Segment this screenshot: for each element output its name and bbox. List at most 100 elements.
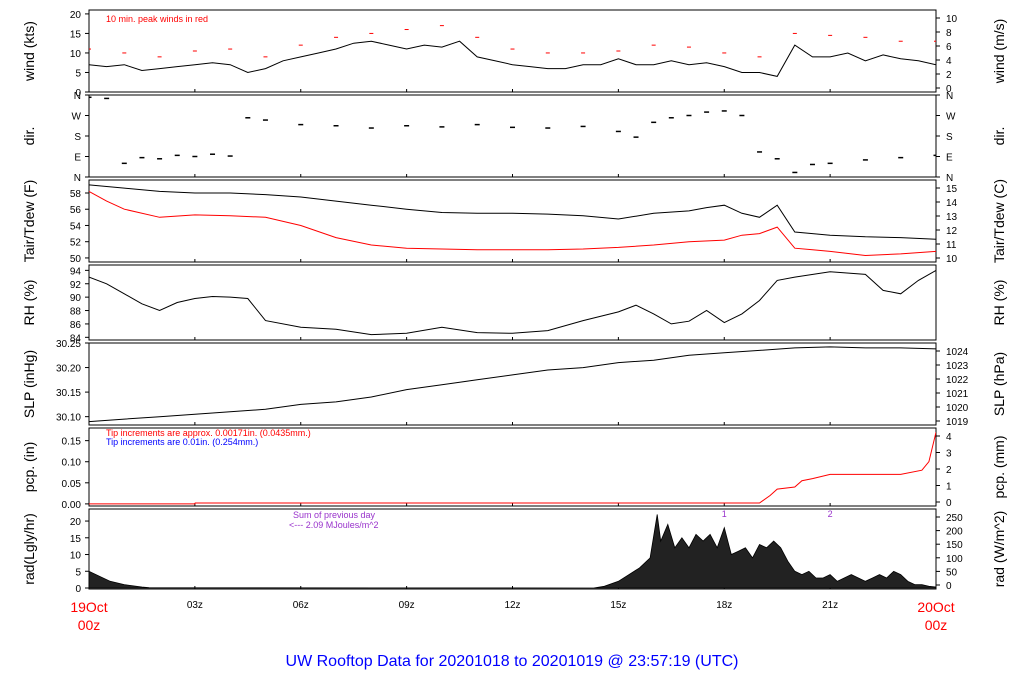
ytick-label-temp: 56 (70, 205, 82, 216)
ytick-right-label-pcp: 3 (946, 449, 952, 460)
ytick-right-label-wind: 10 (946, 14, 958, 25)
series-group-slp (89, 346, 936, 423)
ytick-right-label-temp: 14 (946, 198, 958, 209)
ytick-label-temp: 50 (70, 254, 82, 265)
ytick-label-rh: 90 (70, 293, 82, 304)
series-group-temp (89, 184, 936, 257)
ylabel-right-slp: SLP (hPa) (991, 352, 1007, 416)
ytick-right-label-wind: 2 (946, 70, 952, 81)
rad-sum-value: <--- 2.09 MJoules/m^2 (289, 520, 379, 530)
ytick-label-rad: 15 (70, 534, 82, 545)
ylabel-wind: wind (kts) (21, 21, 37, 82)
series-group-pcp (89, 432, 936, 505)
ytick-right-label-rad: 100 (946, 554, 963, 565)
ytick-right-label-temp: 11 (946, 240, 957, 251)
ylabel-right-rad: rad (W/m^2) (991, 511, 1007, 588)
annotation-wind: 10 min. peak winds in red (106, 14, 208, 24)
xtick-label: 06z (293, 600, 309, 611)
ylabel-right-wind: wind (m/s) (991, 19, 1007, 85)
xtick-label: 12z (504, 600, 520, 611)
ytick-label-wind: 5 (75, 68, 81, 79)
end-time-label: 00z (925, 617, 948, 633)
ytick-right-label-rad: 200 (946, 527, 963, 538)
ytick-label-rh: 94 (70, 266, 82, 277)
ytick-right-label-slp: 1019 (946, 417, 969, 428)
ytick-right-label-slp: 1020 (946, 403, 969, 414)
panel-rh: RH (%) RH (%) 84 86 88 90 92 94 (21, 264, 1007, 344)
ylabel-temp: Tair/Tdew (F) (21, 180, 37, 262)
panel-frame-rh (88, 264, 937, 341)
ytick-right-label-temp: 13 (946, 212, 958, 223)
ylabel-rh: RH (%) (21, 280, 37, 326)
ytick-right-label-dir: E (946, 153, 953, 164)
ytick-label-dir: N (74, 91, 81, 102)
series-rh-0 (89, 269, 936, 336)
ytick-label-wind: 20 (70, 10, 82, 21)
ytick-right-label-pcp: 1 (946, 482, 952, 493)
ylabel-right-rh: RH (%) (991, 280, 1007, 326)
ytick-label-rh: 86 (70, 320, 82, 331)
ytick-right-label-pcp: 4 (946, 432, 952, 443)
pcp-note-red: Tip increments are approx. 0.00171in. (0… (106, 428, 311, 438)
ylabel-right-dir: dir. (991, 127, 1007, 146)
series-temp-0 (89, 184, 936, 240)
ytick-right-label-wind: 6 (946, 42, 952, 53)
ytick-label-temp: 52 (70, 238, 82, 249)
panel-frame-wind (88, 9, 937, 93)
ytick-right-label-rad: 50 (946, 567, 958, 578)
ytick-label-pcp: 0.15 (62, 437, 82, 448)
ytick-label-rad: 0 (75, 584, 81, 595)
ytick-right-label-slp: 1022 (946, 375, 969, 386)
ytick-right-label-slp: 1024 (946, 347, 969, 358)
series-pcp-0 (89, 432, 936, 505)
xtick-label: 03z (187, 600, 203, 611)
ytick-label-wind: 0 (75, 88, 81, 99)
ytick-label-rad: 10 (70, 551, 82, 562)
ytick-right-label-dir: N (946, 91, 953, 102)
time-axis: 03z 06z 09z 12z 15z 18z 21z 19Oct 00z 20Oct 00z (70, 599, 954, 633)
ytick-label-dir: W (72, 112, 82, 123)
ytick-label-pcp: 0.05 (62, 479, 82, 490)
pcp-note-blue: Tip increments are 0.01in. (0.254mm.) (106, 437, 258, 447)
series-group-wind (89, 25, 936, 77)
panel-frame-dir (88, 94, 937, 178)
ytick-label-rad: 5 (75, 567, 81, 578)
series-group-dir (89, 96, 936, 174)
panel-temp: Tair/Tdew (F) Tair/Tdew (C) 50 52 54 56 58 10 11… (21, 179, 1007, 265)
start-time-label: 00z (78, 617, 101, 633)
ytick-right-label-pcp: 2 (946, 465, 952, 476)
series-temp-1 (89, 190, 936, 257)
ytick-right-label-slp: 1023 (946, 361, 969, 372)
ytick-label-temp: 58 (70, 189, 82, 200)
ytick-right-label-dir: W (946, 112, 956, 123)
ytick-label-rad: 20 (70, 517, 82, 528)
ytick-label-wind: 15 (70, 29, 82, 40)
series-wind-0 (89, 40, 936, 77)
ytick-label-dir: S (74, 132, 81, 143)
rad-day-marker: 1 (722, 509, 727, 519)
ytick-label-temp: 54 (70, 221, 82, 232)
xtick-label: 09z (399, 600, 415, 611)
ytick-label-slp: 30.15 (56, 388, 81, 399)
ytick-right-label-dir: S (946, 132, 953, 143)
series-group-rad (89, 514, 936, 589)
rad-sum-note: Sum of previous day (293, 510, 376, 520)
panel-rad: rad(Lgly/hr) rad (W/m^2)05101520050100150… (21, 508, 1007, 595)
ytick-label-slp: 30.25 (56, 339, 81, 350)
figure-title: UW Rooftop Data for 20201018 to 20201019… (286, 653, 739, 670)
ytick-label-pcp: 0.10 (62, 458, 82, 469)
end-date-label: 20Oct (917, 599, 954, 615)
panel-slp: SLP (inHg) SLP (hPa) 30.10 30.15 30.20 30.25 1… (21, 339, 1007, 428)
xtick-label: 18z (716, 600, 732, 611)
ylabel-right-pcp: pcp. (mm) (991, 436, 1007, 499)
ytick-right-label-wind: 8 (946, 28, 952, 39)
xtick-label: 15z (610, 600, 626, 611)
ylabel-right-temp: Tair/Tdew (C) (991, 179, 1007, 263)
ytick-label-pcp: 0.00 (62, 500, 82, 511)
ylabel-pcp: pcp. (in) (21, 442, 37, 493)
ytick-label-dir: E (74, 153, 81, 164)
ytick-label-dir: N (74, 173, 81, 184)
series-group-rh (89, 269, 936, 336)
ytick-right-label-dir: N (946, 173, 953, 184)
